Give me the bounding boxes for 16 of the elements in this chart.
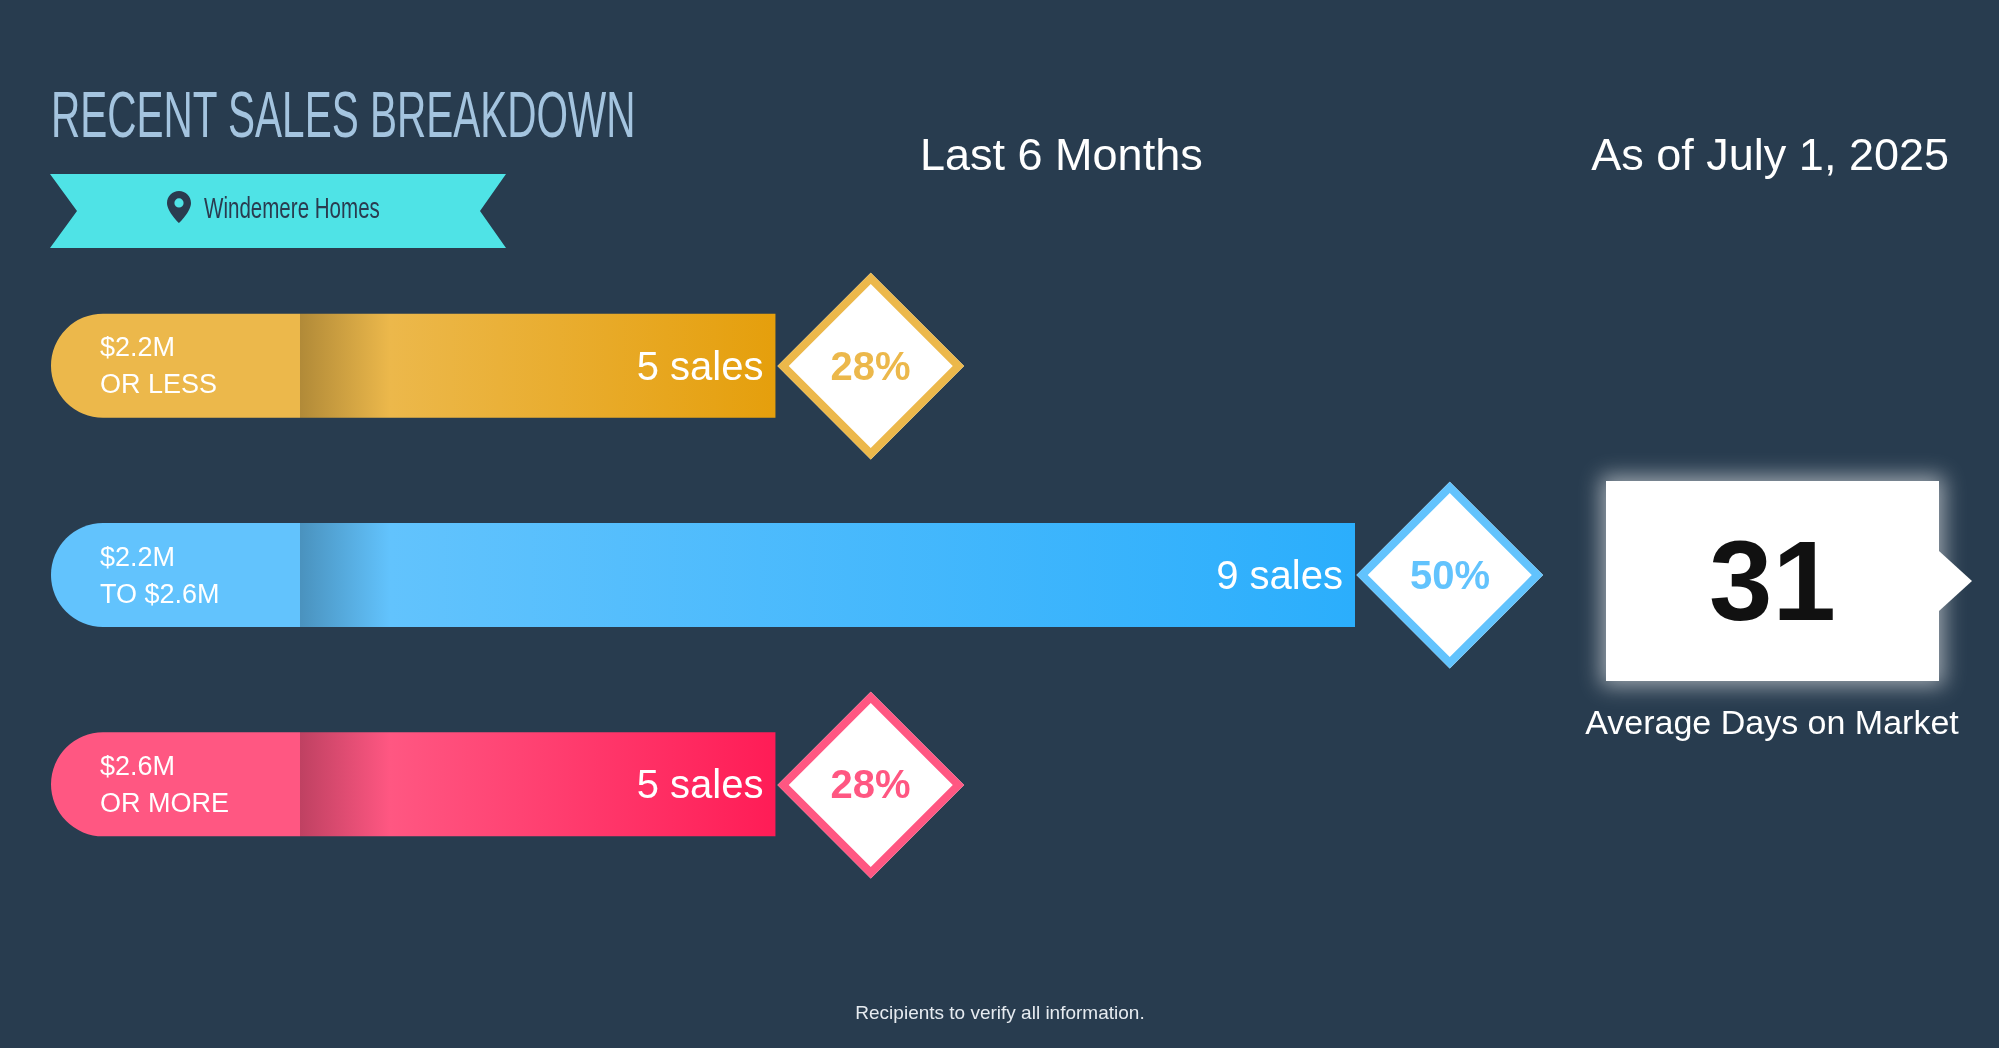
data-label: 5 sales [636, 762, 764, 807]
annotation: 28% [830, 762, 911, 807]
category-label: Average Days on Market [1585, 703, 1959, 741]
text: Recipients to verify all information. [855, 1002, 1145, 1023]
chart-title: RECENT SALES BREAKDOWN [51, 79, 636, 151]
text: As of July 1, 2025 [1591, 129, 1949, 180]
data-label: 5 sales [636, 343, 764, 388]
data-label: 9 sales [1216, 553, 1343, 597]
chart-subtitle: Windemere Homes [204, 191, 380, 224]
y-tick-label: $2.2M TO $2.6M [100, 541, 220, 609]
data-label: 31 [1709, 517, 1836, 644]
annotation: 28% [830, 343, 911, 388]
y-tick-label: $2.2M OR LESS [100, 332, 218, 400]
y-tick-label: $2.6M OR MORE [100, 750, 230, 818]
text: Last 6 Months [920, 129, 1203, 180]
text: 50% [1409, 553, 1491, 597]
